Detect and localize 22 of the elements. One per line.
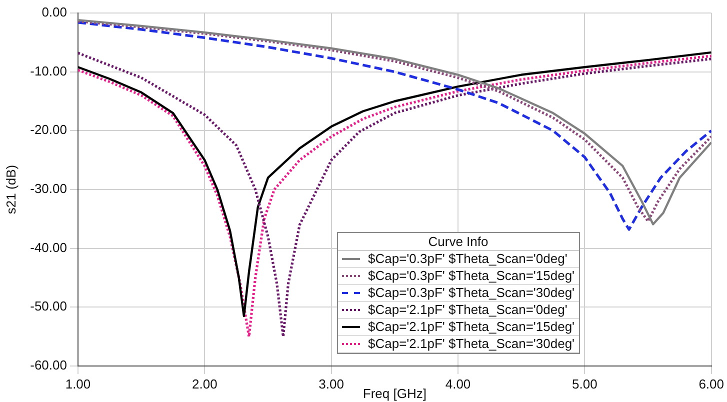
y-axis-title: s21 (dB) [3, 164, 18, 214]
legend-label: $Cap='2.1pF' $Theta_Scan='30deg' [368, 336, 575, 352]
legend-title: Curve Info [338, 233, 579, 251]
x-tick-label: 1.00 [65, 376, 91, 392]
legend-label: $Cap='0.3pF' $Theta_Scan='0deg' [368, 251, 568, 267]
legend-label: $Cap='2.1pF' $Theta_Scan='0deg' [368, 302, 568, 318]
x-tick-label: 5.00 [572, 376, 598, 392]
legend-label: $Cap='2.1pF' $Theta_Scan='15deg' [368, 319, 575, 335]
y-tick-label: -30.00 [30, 181, 67, 196]
legend-label: $Cap='0.3pF' $Theta_Scan='15deg' [368, 268, 575, 284]
y-tick-label: -40.00 [30, 240, 67, 255]
y-tick-label: 0.00 [42, 4, 67, 20]
y-tick-label: -20.00 [30, 122, 67, 138]
legend-label: $Cap='0.3pF' $Theta_Scan='30deg' [368, 285, 575, 301]
x-tick-label: 6.00 [698, 376, 724, 392]
y-tick-label: -10.00 [30, 63, 67, 78]
y-tick-label: -60.00 [30, 358, 67, 373]
y-tick-label: -50.00 [30, 298, 67, 314]
x-tick-label: 4.00 [445, 376, 471, 392]
x-tick-label: 3.00 [318, 376, 344, 392]
x-axis-title: Freq [GHz] [362, 386, 426, 401]
x-tick-label: 2.00 [192, 376, 218, 392]
